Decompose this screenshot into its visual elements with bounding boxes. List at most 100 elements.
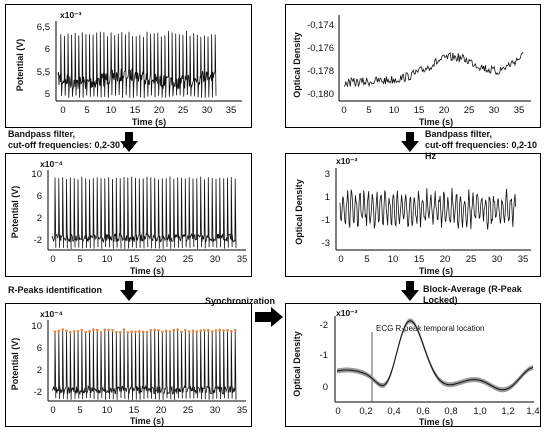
x-axis-ticks: 0 5 10 15 20 25 30 35 [50,405,247,416]
x-tick: 1,0 [473,406,486,417]
rpeak-marker [95,328,99,332]
x-tick: 15 [129,405,140,416]
down-arrow-icon [401,132,419,152]
y-axis-label: Potential (V) [10,338,20,391]
y-axis-label: Potential (V) [10,186,20,239]
y-tick: 10 [31,321,42,332]
x-tick: 20 [154,105,165,116]
rpeak-marker [230,330,233,333]
x-tick: 10 [388,254,399,265]
y-exponent: x10⁻³ [336,308,358,318]
rpeak-marker [149,329,153,332]
y-tick: -2 [34,387,42,398]
panel-raw-od: -0,174 -0,176 -0,178 -0,180 Optical Dens… [285,4,541,128]
x-tick: 15 [129,254,140,265]
x-tick: 15 [414,254,425,265]
rpeak-marker [172,328,176,332]
rpeak-marker [134,330,137,334]
down-arrow-icon [401,281,419,301]
rpeak-marker [118,331,122,334]
x-axis-label: Time (s) [130,266,164,276]
y-tick: 0 [323,382,328,393]
x-tick: 35 [514,105,525,116]
x-tick: 35 [237,254,248,265]
x-tick: 20 [439,105,450,116]
rpeak-marker [199,329,202,332]
rpeak-marker [84,330,87,334]
x-tick: 0,2 [359,406,372,417]
rpeak-marker [168,330,172,333]
y-axis-ticks: 6,5 6 5,5 5 [37,22,50,100]
y-exponent: x10⁻³ [60,10,82,20]
rpeak-marker [88,330,91,333]
x-tick: 0 [60,105,65,116]
x-tick: 25 [183,405,194,416]
x-axis-label: Time (s) [419,266,453,276]
down-arrow-icon [120,281,138,301]
y-tick: -0,176 [307,43,334,54]
y-axis-ticks: 3 1 -1 -3 [322,169,330,249]
x-axis-label: Time (s) [419,117,453,127]
y-tick: -3 [322,238,330,249]
rpeak-marker [57,329,61,333]
rpeak-markers [53,328,237,334]
panel-filtered-od: x10⁻³ 3 1 -1 -3 Optical Density 0 5 10 1… [285,153,541,277]
x-tick: 20 [156,254,167,265]
y-axis-ticks: 10 6 2 -2 [31,321,42,398]
x-tick: 10 [102,405,113,416]
y-tick: -2 [320,320,328,331]
y-exponent: x10⁻⁴ [40,159,63,169]
od-filtered-trace [339,187,517,230]
rpeak-marker [184,328,187,332]
rpeak-marker [222,329,225,332]
x-tick: 25 [466,254,477,265]
x-tick: 15 [414,105,425,116]
x-tick: 0 [50,405,55,416]
x-tick: 0 [50,254,55,265]
chart-raw-od: -0,174 -0,176 -0,178 -0,180 Optical Dens… [292,15,531,127]
x-axis-ticks: 0 5 10 15 20 25 30 35 [50,254,247,265]
synchronization-label: Synchronization [205,296,276,306]
y-axis-ticks: -2 -1 0 [320,320,328,393]
rpeak-marker [195,330,199,333]
y-tick: 6,5 [37,22,50,33]
x-tick: 1,2 [501,406,514,417]
y-tick: -0,178 [307,66,334,77]
chart-filtered-od: x10⁻³ 3 1 -1 -3 Optical Density 0 5 10 1… [294,156,531,276]
ecg-filter-line2: cut-off frequencies: 0,2-30 Hz [8,140,134,150]
rpeak-marker [218,328,222,332]
x-tick: 20 [440,254,451,265]
x-tick: 10 [106,105,117,116]
y-tick: 6 [37,343,42,354]
x-tick: 5 [77,254,82,265]
y-axis-ticks: -0,174 -0,176 -0,178 -0,180 [307,20,334,100]
panel-rpeaks-ecg: x10⁻⁴ 10 6 2 -2 Potential (V) 0 5 10 15 … [5,303,252,427]
ecg-filter-label: Bandpass filter, cut-off frequencies: 0,… [8,129,134,151]
y-tick: 5 [45,89,50,100]
x-tick: 20 [156,405,167,416]
x-axis-ticks: 0 5 10 15 20 25 30 35 [60,105,236,116]
x-tick: 30 [210,254,221,265]
average-trace [336,320,534,391]
rpeaks-label: R-Peaks identification [8,285,103,295]
panel-raw-ecg: x10⁻³ 6,5 6 5,5 5 Potential (V) 0 5 10 1… [5,4,252,128]
rpeak-marker [61,328,64,331]
x-tick: 35 [226,105,237,116]
rpeak-marker [191,329,195,333]
ecg-rpeak-trace [52,330,237,401]
x-tick: 5 [366,105,371,116]
x-tick: 25 [183,254,194,265]
ecg-raw-trace [57,30,217,99]
x-tick: 0 [335,406,340,417]
x-axis-ticks: 0 5 10 15 20 25 30 35 [341,105,524,116]
y-tick: 1 [325,192,330,203]
y-axis-label: Optical Density [292,331,302,397]
x-tick: 25 [178,105,189,116]
y-tick: 3 [325,169,330,180]
y-tick: 10 [31,169,42,180]
x-tick: 0 [338,254,343,265]
x-axis-label: Time (s) [419,417,453,427]
y-tick: 2 [37,213,42,224]
rpeak-marker [115,330,118,334]
rpeak-marker [161,330,164,334]
